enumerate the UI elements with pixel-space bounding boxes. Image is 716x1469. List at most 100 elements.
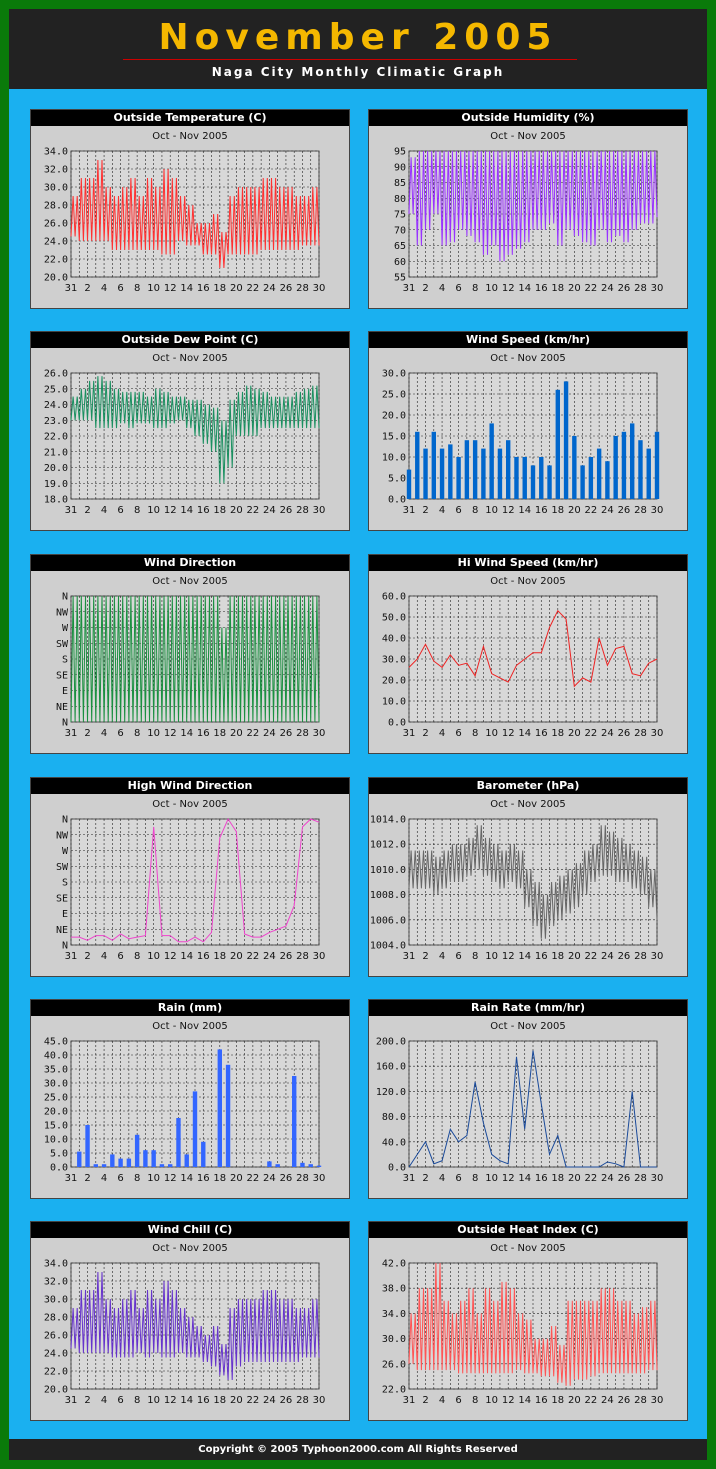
x-tick-label: 14 bbox=[180, 1173, 193, 1184]
x-tick-label: 14 bbox=[180, 283, 193, 294]
x-tick-label: 16 bbox=[535, 1173, 548, 1184]
x-tick-label: 31 bbox=[403, 283, 416, 294]
y-tick-label: 34.0 bbox=[44, 1259, 68, 1270]
x-tick-label: 2 bbox=[422, 1395, 428, 1406]
x-tick-label: 20 bbox=[230, 505, 243, 516]
chart-title: High Wind Direction bbox=[31, 778, 349, 794]
x-tick-label: 8 bbox=[134, 728, 140, 739]
x-tick-label: 24 bbox=[601, 1395, 614, 1406]
x-tick-label: 18 bbox=[213, 283, 226, 294]
y-tick-label: 80 bbox=[394, 194, 406, 205]
bar bbox=[423, 448, 428, 499]
x-tick-label: 14 bbox=[180, 728, 193, 739]
bar bbox=[506, 440, 511, 499]
x-tick-label: 28 bbox=[634, 951, 647, 962]
x-tick-label: 4 bbox=[439, 728, 445, 739]
x-tick-label: 31 bbox=[403, 505, 416, 516]
x-tick-label: 16 bbox=[197, 728, 210, 739]
bar bbox=[151, 1150, 156, 1167]
series-line bbox=[70, 376, 320, 484]
y-tick-label: 40.0 bbox=[44, 1051, 68, 1062]
x-tick-label: 30 bbox=[313, 505, 326, 516]
chart-period: Oct - Nov 2005 bbox=[490, 1243, 566, 1254]
footer-copyright: Copyright © 2005 Typhoon2000.com All Rig… bbox=[9, 1439, 707, 1460]
bar bbox=[489, 423, 494, 499]
x-tick-label: 30 bbox=[313, 728, 326, 739]
x-tick-label: 28 bbox=[296, 951, 309, 962]
bar bbox=[406, 469, 412, 499]
x-tick-label: 20 bbox=[568, 1173, 581, 1184]
x-tick-label: 10 bbox=[485, 728, 498, 739]
bar bbox=[316, 1165, 322, 1167]
series-line bbox=[408, 150, 658, 262]
chart-title: Wind Chill (C) bbox=[31, 1222, 349, 1238]
chart-period: Oct - Nov 2005 bbox=[490, 576, 566, 587]
bar bbox=[300, 1162, 305, 1167]
chart-panel-temp: Outside Temperature (C) Oct - Nov 2005 34.… bbox=[30, 109, 350, 309]
x-tick-label: 26 bbox=[280, 505, 293, 516]
x-tick-label: 14 bbox=[518, 951, 531, 962]
y-tick-label: 28.0 bbox=[44, 1313, 68, 1324]
x-tick-label: 10 bbox=[485, 1395, 498, 1406]
x-tick-label: 12 bbox=[164, 505, 177, 516]
bar bbox=[110, 1154, 115, 1167]
x-tick-label: 18 bbox=[213, 1395, 226, 1406]
y-tick-label: 35.0 bbox=[44, 1065, 68, 1076]
x-tick-label: 10 bbox=[485, 283, 498, 294]
chart-panel-wdir: Wind Direction Oct - Nov 2005 N NW W SW S SE E NE… bbox=[30, 554, 350, 754]
bar bbox=[184, 1154, 189, 1167]
x-tick-label: 31 bbox=[65, 951, 78, 962]
x-tick-label: 30 bbox=[651, 728, 664, 739]
x-tick-label: 20 bbox=[568, 505, 581, 516]
chart-svg: 42.038.034.030.026.022.031 2 4 6 8 10 12 14 16 18… bbox=[382, 1259, 663, 1407]
x-tick-label: 8 bbox=[134, 1395, 140, 1406]
x-tick-label: 20 bbox=[568, 728, 581, 739]
x-tick-label: 28 bbox=[634, 1395, 647, 1406]
y-tick-label: 26.0 bbox=[44, 369, 68, 380]
x-tick-label: 2 bbox=[422, 505, 428, 516]
y-tick-label: 70 bbox=[394, 225, 406, 236]
x-tick-label: 6 bbox=[455, 505, 461, 516]
y-tick-label: 42.0 bbox=[382, 1259, 406, 1270]
x-tick-label: 4 bbox=[101, 1173, 107, 1184]
y-tick-label: W bbox=[62, 623, 69, 634]
x-tick-label: 12 bbox=[502, 1395, 515, 1406]
x-tick-label: 26 bbox=[618, 951, 631, 962]
y-tick-label: 160.0 bbox=[376, 1062, 406, 1073]
x-tick-label: 16 bbox=[197, 505, 210, 516]
x-tick-label: 14 bbox=[518, 1395, 531, 1406]
x-tick-label: 4 bbox=[101, 728, 107, 739]
x-tick-label: 12 bbox=[502, 1173, 515, 1184]
x-tick-label: 12 bbox=[164, 1395, 177, 1406]
x-tick-label: 2 bbox=[422, 1173, 428, 1184]
chart-panel-heat: Outside Heat Index (C) Oct - Nov 2005 42.0… bbox=[368, 1221, 688, 1421]
y-tick-label: 19.0 bbox=[44, 479, 68, 490]
x-tick-label: 26 bbox=[280, 283, 293, 294]
x-tick-label: 31 bbox=[65, 728, 78, 739]
y-tick-label: 10.0 bbox=[44, 1135, 68, 1146]
bar bbox=[176, 1118, 181, 1167]
x-tick-label: 10 bbox=[147, 1395, 160, 1406]
bar bbox=[292, 1076, 297, 1167]
bar bbox=[588, 457, 594, 499]
chart-period: Oct - Nov 2005 bbox=[152, 576, 228, 587]
bar bbox=[275, 1164, 280, 1167]
x-tick-label: 10 bbox=[147, 728, 160, 739]
x-tick-label: 28 bbox=[634, 283, 647, 294]
x-tick-label: 26 bbox=[280, 1173, 293, 1184]
x-tick-label: 28 bbox=[634, 505, 647, 516]
series-line bbox=[408, 1262, 658, 1386]
y-tick-label: NE bbox=[56, 702, 68, 713]
bar bbox=[613, 436, 618, 499]
x-tick-label: 4 bbox=[101, 283, 107, 294]
chart-title: Outside Dew Point (C) bbox=[31, 332, 349, 348]
chart-period: Oct - Nov 2005 bbox=[490, 799, 566, 810]
series-line bbox=[408, 1050, 657, 1168]
x-tick-label: 8 bbox=[134, 951, 140, 962]
x-tick-label: 2 bbox=[84, 505, 90, 516]
y-tick-label: S bbox=[62, 655, 68, 666]
bar bbox=[464, 440, 470, 499]
x-tick-label: 6 bbox=[455, 728, 461, 739]
x-tick-label: 6 bbox=[117, 728, 123, 739]
